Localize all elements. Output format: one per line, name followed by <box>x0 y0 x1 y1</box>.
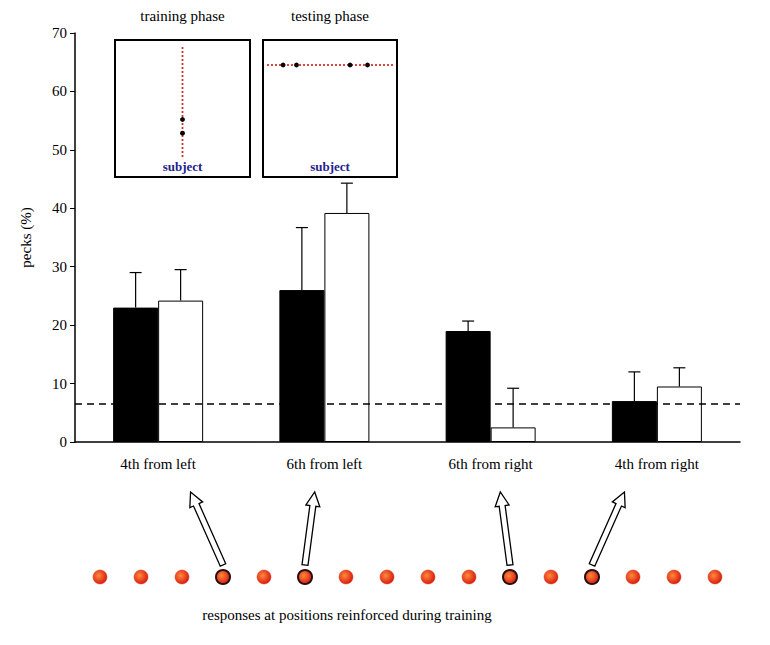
svg-text:0: 0 <box>60 434 68 450</box>
svg-text:70: 70 <box>52 25 67 41</box>
svg-text:30: 30 <box>52 259 67 275</box>
svg-text:training phase: training phase <box>140 8 225 24</box>
svg-text:20: 20 <box>52 317 67 333</box>
svg-text:6th from left: 6th from left <box>286 456 363 472</box>
svg-text:testing phase: testing phase <box>291 8 369 24</box>
svg-text:60: 60 <box>52 83 67 99</box>
svg-text:pecks (%): pecks (%) <box>18 207 35 267</box>
svg-text:4th from right: 4th from right <box>615 456 700 472</box>
svg-text:subject: subject <box>310 159 350 174</box>
svg-text:40: 40 <box>52 200 67 216</box>
svg-text:6th from right: 6th from right <box>449 456 534 472</box>
svg-text:responses at positions reinfor: responses at positions reinforced during… <box>202 607 492 623</box>
svg-text:4th from left: 4th from left <box>120 456 197 472</box>
svg-text:subject: subject <box>163 159 203 174</box>
svg-text:10: 10 <box>52 376 67 392</box>
svg-text:50: 50 <box>52 142 67 158</box>
